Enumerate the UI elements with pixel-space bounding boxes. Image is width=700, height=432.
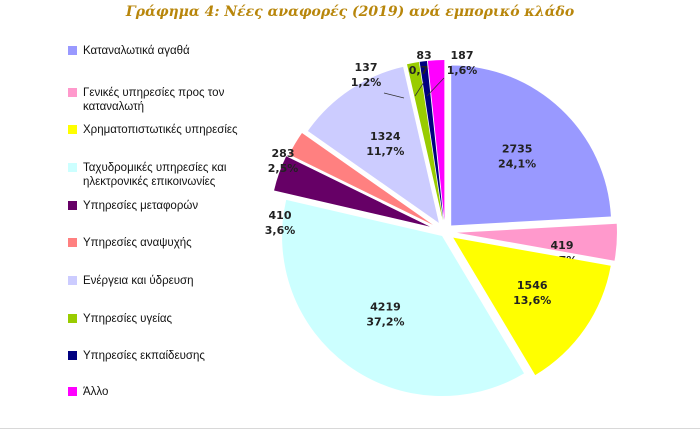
legend-swatch [68, 238, 77, 247]
pie-slice [274, 156, 430, 227]
pie-slice [307, 66, 439, 223]
legend-swatch [68, 351, 77, 360]
legend-label: Υπηρεσίες αναψυχής [83, 237, 192, 249]
legend-label: Άλλο [83, 386, 109, 398]
slice-percent-label: 1,2% [351, 76, 382, 89]
pie-slice [456, 223, 617, 261]
legend-swatch [68, 46, 77, 55]
pie-slice [282, 199, 525, 397]
chart-title: Γράφημα 4: Νέες αναφορές (2019) ανά εμπο… [125, 4, 575, 20]
slice-value-label: 410 [269, 209, 292, 222]
slice-percent-label: 2,5% [268, 162, 299, 175]
slice-percent-label: 37,2% [366, 316, 404, 329]
pie-slice [427, 60, 445, 221]
legend-label: Υπηρεσίες υγείας [83, 313, 173, 325]
slice-value-label: 137 [355, 61, 378, 74]
legend-swatch [68, 163, 77, 172]
legend-label: Καταναλωτικά αγαθά [83, 45, 190, 57]
pie-slice [406, 61, 443, 221]
slice-value-label: 1324 [370, 130, 401, 143]
legend-label: Υπηρεσίες μεταφορών [83, 200, 199, 212]
legend-swatch [68, 314, 77, 323]
slice-value-label: 4219 [370, 301, 401, 314]
leader-line [414, 81, 425, 97]
slice-value-label: 2735 [502, 143, 533, 156]
legend-label: Χρηματοπιστωτικές υπηρεσίες [83, 124, 238, 136]
slice-value-label: 83 [416, 49, 431, 62]
slice-value-label: 1546 [517, 279, 548, 292]
legend-swatch [68, 125, 77, 134]
pie-slice [289, 132, 433, 225]
slice-value-label: 283 [272, 147, 295, 160]
leader-line [383, 92, 405, 99]
legend-swatch [68, 88, 77, 97]
slice-percent-label: 1,6% [447, 64, 478, 77]
pie-slice [451, 65, 611, 226]
legend-swatch [68, 201, 77, 210]
legend-swatch [68, 276, 77, 285]
leader-line [426, 77, 445, 97]
legend-label: Ενέργεια και ύδρευση [83, 275, 194, 287]
bottom-divider [0, 428, 700, 429]
legend-label: Υπηρεσίες εκπαίδευσης [83, 350, 205, 362]
slice-percent-label: 24,1% [498, 158, 536, 171]
legend-label: Γενικές υπηρεσίες προς τον καταναλωτή [83, 87, 225, 113]
pie-slice [419, 60, 444, 221]
slice-value-label: 419 [551, 239, 574, 252]
slice-value-label: 187 [451, 49, 474, 62]
legend-label: Ταχυδρομικές υπηρεσίες και ηλεκτρονικές … [83, 162, 227, 188]
legend-swatch [68, 387, 77, 396]
slice-percent-label: 11,7% [366, 145, 404, 158]
pie-slice [453, 237, 611, 376]
slice-percent-label: 13,6% [513, 294, 551, 307]
slice-percent-label: 3,6% [265, 224, 296, 237]
